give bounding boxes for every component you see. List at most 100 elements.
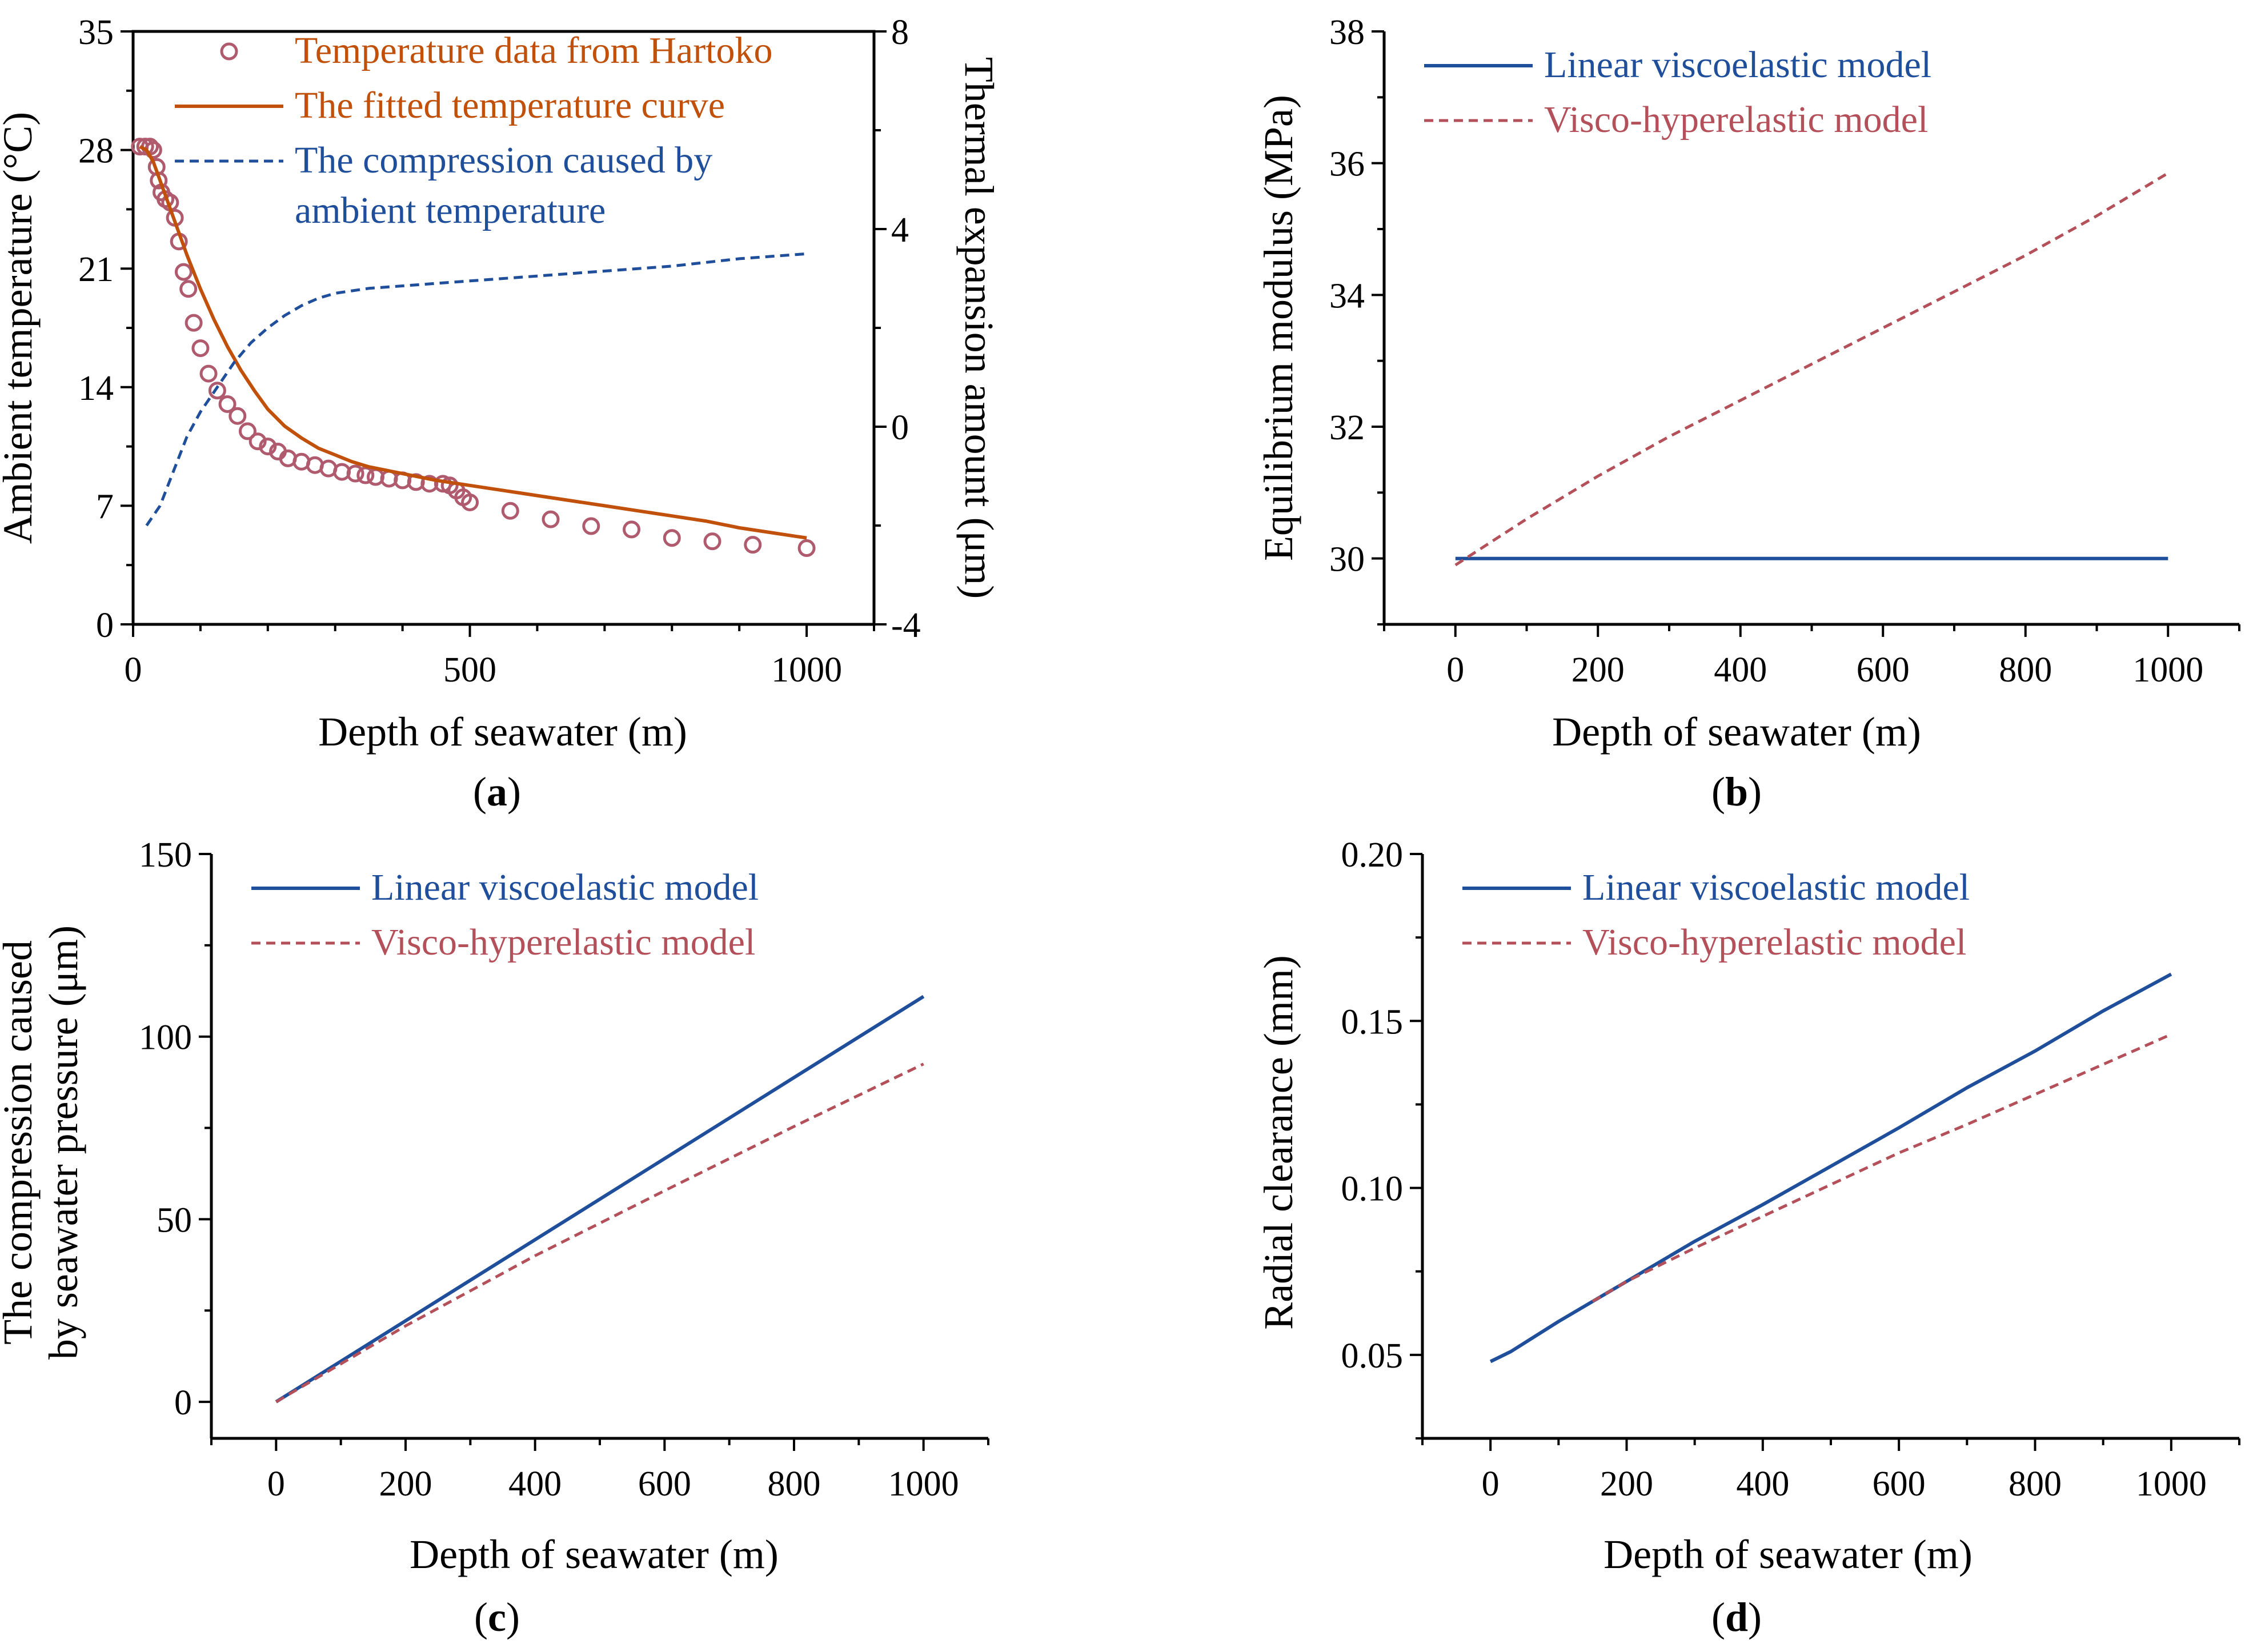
legend-label: Visco-hyperelastic model	[1582, 921, 1966, 963]
legend-label: Visco-hyperelastic model	[371, 921, 755, 963]
series-line-1	[1454, 171, 2169, 567]
x-tick-label: 400	[1736, 1465, 1789, 1503]
data-point	[346, 464, 364, 483]
data-point	[542, 510, 560, 528]
series-line-1	[275, 1062, 924, 1404]
legend: Linear viscoelastic model Visco-hyperelas…	[251, 867, 759, 963]
caption-close: )	[507, 769, 521, 815]
panel-d: 0 200 400 600 800 1000 0.05 0.10 0.15 0.20 Depth o…	[1256, 836, 2240, 1640]
panel-b: 0 200 400 600 800 1000 30 32 34 36 38 Depth of seaw…	[1256, 13, 2240, 815]
caption-open: (	[1711, 1594, 1725, 1640]
x-axis-label: Depth of seawater (m)	[318, 709, 687, 755]
x-tick-label: 600	[1873, 1465, 1926, 1503]
y-tick-label: 34	[1329, 276, 1365, 315]
legend-label: The fitted temperature curve	[295, 85, 725, 126]
data-point	[218, 395, 236, 413]
y-tick-label: 0	[96, 606, 114, 645]
x-tick-label: 600	[638, 1465, 691, 1503]
y-tick-label: 38	[1329, 13, 1365, 52]
y-axis-label-line2: by seawater pressure (μm)	[41, 925, 86, 1360]
y-tick-label: 28	[78, 132, 114, 171]
x-tick-label: 200	[1600, 1465, 1653, 1503]
y-tick-label: 0.05	[1341, 1337, 1404, 1376]
x-tick-label: 800	[768, 1465, 821, 1503]
data-point	[185, 314, 203, 332]
x-tick-label: 1000	[771, 651, 842, 689]
y-tick-label: 0.20	[1341, 836, 1404, 875]
series-line-0	[1489, 972, 2172, 1364]
y-tick-label: 7	[96, 487, 114, 526]
y-tick-label: 35	[78, 13, 114, 52]
panel-c: 0 200 400 600 800 1000 0 50 100 150 Depth of seawa…	[0, 836, 989, 1640]
y-axis-label: Ambient temperature (°C)	[0, 112, 41, 544]
data-point	[228, 407, 247, 425]
legend: Linear viscoelastic model Visco-hyperelas…	[1462, 867, 1970, 963]
data-point	[744, 536, 762, 554]
data-point	[179, 280, 198, 298]
legend-label: Visco-hyperelastic model	[1544, 99, 1928, 141]
data-point	[238, 422, 256, 440]
x-tick-label: 400	[508, 1465, 562, 1503]
legend: Temperature data from Hartoko The fitted …	[175, 30, 773, 231]
caption-open: (	[473, 769, 487, 815]
series-line-0	[275, 995, 925, 1404]
data-point	[356, 466, 375, 484]
y-tick-label: 36	[1329, 145, 1365, 184]
y-tick-label: 0	[174, 1384, 192, 1422]
x-tick-label: 0	[125, 651, 142, 689]
caption-letter: a	[487, 769, 507, 815]
y-tick-label: 14	[78, 369, 114, 408]
panel-caption: (c)	[474, 1594, 520, 1640]
legend-label: Temperature data from Hartoko	[295, 30, 773, 71]
data-point	[191, 339, 210, 358]
y-tick-label: 32	[1329, 408, 1365, 447]
legend-marker	[220, 42, 238, 61]
legend-label-line2: ambient temperature	[295, 190, 606, 231]
legend-label: Linear viscoelastic model	[1582, 867, 1970, 908]
data-point	[582, 517, 600, 535]
data-point	[703, 532, 721, 551]
data-point	[259, 438, 277, 456]
caption-letter: d	[1725, 1594, 1748, 1640]
y-axis-label: The compression caused	[0, 940, 41, 1345]
y2-tick-label: 4	[891, 211, 909, 250]
panel-a: 0 500 1000 0 7 14 21 28 35 -4 0 4 8 Thermal expansion…	[0, 13, 1002, 815]
x-tick-label: 0	[267, 1465, 285, 1503]
panel-caption: (a)	[473, 769, 521, 815]
y2-tick-label: 0	[891, 408, 909, 447]
x-tick-label: 0	[1482, 1465, 1500, 1503]
caption-close: )	[1748, 769, 1762, 815]
y-tick-label: 100	[139, 1019, 192, 1057]
data-point	[174, 263, 193, 281]
data-point	[663, 529, 681, 547]
legend-label: The compression caused by	[295, 139, 712, 181]
x-tick-label: 500	[443, 651, 496, 689]
x-tick-label: 400	[1714, 651, 1767, 689]
series-line-1	[1591, 1033, 2172, 1303]
x-tick-label: 1000	[2132, 651, 2203, 689]
y-tick-label: 50	[157, 1201, 192, 1240]
x-axis-label: Depth of seawater (m)	[1552, 709, 1921, 755]
caption-letter: b	[1725, 769, 1748, 815]
y-axis-label: Radial clearance (mm)	[1256, 955, 1301, 1330]
caption-open: (	[1711, 769, 1725, 815]
y-tick-label: 0.10	[1341, 1170, 1404, 1209]
y2-tick-label: -4	[891, 606, 921, 645]
data-point	[501, 502, 519, 520]
data-point	[623, 520, 641, 539]
data-point	[248, 432, 267, 451]
y-tick-label: 0.15	[1341, 1003, 1404, 1041]
panel-caption: (b)	[1711, 769, 1762, 815]
x-axis-label: Depth of seawater (m)	[1603, 1531, 1973, 1577]
panel-caption: (d)	[1711, 1594, 1762, 1640]
x-tick-label: 200	[379, 1465, 432, 1503]
data-point	[208, 382, 226, 400]
x-axis-label: Depth of seawater (m)	[410, 1531, 779, 1577]
y2-tick-label: 8	[891, 13, 909, 52]
caption-open: (	[474, 1594, 488, 1640]
legend-label: Linear viscoelastic model	[371, 867, 759, 908]
legend-label: Linear viscoelastic model	[1544, 44, 1931, 86]
caption-letter: c	[488, 1594, 506, 1640]
series-line-1	[139, 145, 807, 540]
